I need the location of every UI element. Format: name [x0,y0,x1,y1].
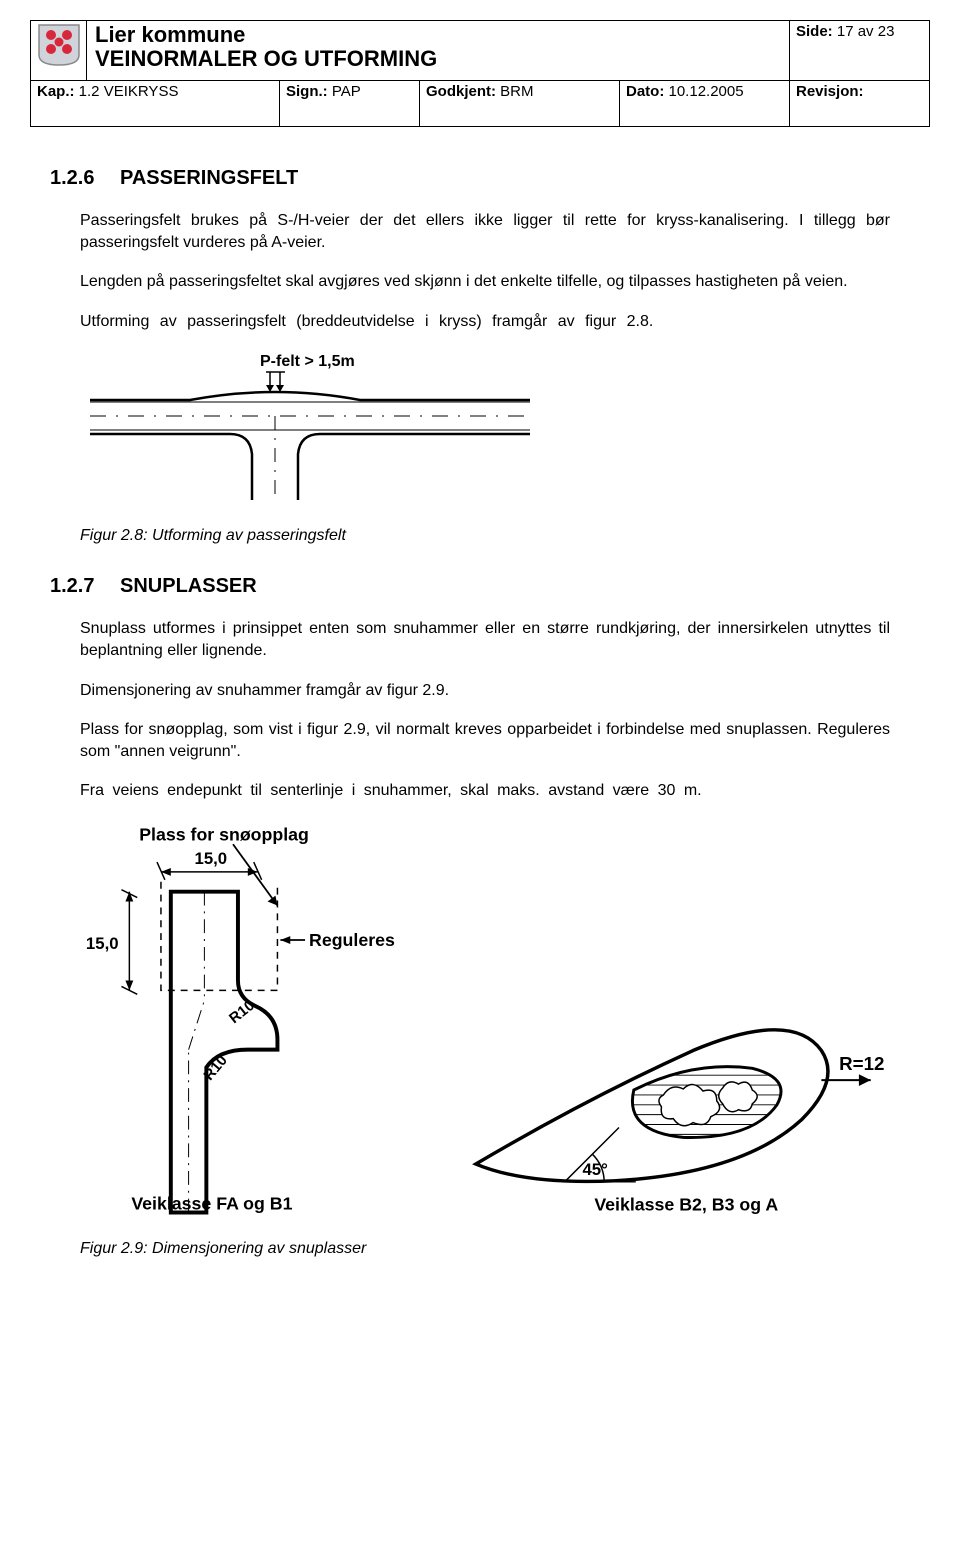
fig29-r12: R=12 [839,1053,884,1074]
section-num: 1.2.6 [50,167,120,190]
title-cell: Lier kommune VEINORMALER OG UTFORMING [87,21,790,81]
figure-2-9-caption: Figur 2.9: Dimensjonering av snuplasser [80,1240,890,1258]
side-cell: Side: 17 av 23 [790,21,930,81]
heading-126: 1.2.6 PASSERINGSFELT [50,167,890,190]
municipal-logo-icon [37,23,81,67]
para-127-3: Plass for snøopplag, som vist i figur 2.… [80,719,890,762]
logo-cell [31,21,87,81]
sign-value: PAP [332,83,361,100]
para-126-1: Passeringsfelt brukes på S-/H-veier der … [80,210,890,253]
fig29-class-right: Veiklasse B2, B3 og A [594,1194,778,1214]
kap-cell: Kap.: 1.2 VEIKRYSS [31,81,280,127]
figure-2-9: Plass for snøopplag 15,0 Reguleres [80,820,890,1220]
fig29-dim-15a: 15,0 [195,849,228,868]
fig29-reguleres-label: Reguleres [309,930,395,950]
heading-127: 1.2.7 SNUPLASSER [50,575,890,598]
fig29-angle: 45° [582,1160,607,1179]
section-title: SNUPLASSER [120,575,257,598]
godkjent-cell: Godkjent: BRM [420,81,620,127]
dato-label: Dato: [626,83,664,100]
para-126-2: Lengden på passeringsfeltet skal avgjøre… [80,271,890,293]
dato-value: 10.12.2005 [669,83,744,100]
kap-value: 1.2 VEIKRYSS [79,83,179,100]
figure-2-8-caption: Figur 2.8: Utforming av passeringsfelt [80,527,890,545]
para-126-3: Utforming av passeringsfelt (breddeutvid… [80,311,890,333]
para-127-1: Snuplass utformes i prinsippet enten som… [80,618,890,661]
passing-lane-diagram-icon: P-felt > 1,5m [80,352,540,502]
doc-title: VEINORMALER OG UTFORMING [95,47,781,71]
fig29-snow-label: Plass for snøopplag [139,824,309,844]
revisjon-label: Revisjon: [796,83,864,100]
godkjent-value: BRM [500,83,533,100]
fig29-class-left: Veiklasse FA og B1 [131,1193,292,1213]
fig29-r10-a: R10 [227,998,258,1027]
sign-cell: Sign.: PAP [280,81,420,127]
kap-label: Kap.: [37,83,75,100]
para-127-4: Fra veiens endepunkt til senterlinje i s… [80,780,890,802]
page: Lier kommune VEINORMALER OG UTFORMING Si… [0,0,960,1318]
org-name: Lier kommune [95,23,781,47]
hammerhead-turnaround-diagram-icon: Plass for snøopplag 15,0 Reguleres [80,820,426,1220]
para-127-2: Dimensjonering av snuhammer framgår av f… [80,680,890,702]
content: 1.2.6 PASSERINGSFELT Passeringsfelt bruk… [30,167,930,1258]
side-value: 17 av 23 [837,23,895,40]
figure-2-8: P-felt > 1,5m [80,352,890,507]
side-label: Side: [796,23,833,40]
revisjon-cell: Revisjon: [790,81,930,127]
section-num: 1.2.7 [50,575,120,598]
fig28-annotation: P-felt > 1,5m [260,353,355,370]
dato-cell: Dato: 10.12.2005 [620,81,790,127]
sign-label: Sign.: [286,83,328,100]
section-title: PASSERINGSFELT [120,167,298,190]
roundabout-turnaround-diagram-icon: R=12 45° Veiklasse B2, B3 og A [466,960,890,1220]
godkjent-label: Godkjent: [426,83,496,100]
header-table: Lier kommune VEINORMALER OG UTFORMING Si… [30,20,930,127]
fig29-dim-15b: 15,0 [86,934,119,953]
